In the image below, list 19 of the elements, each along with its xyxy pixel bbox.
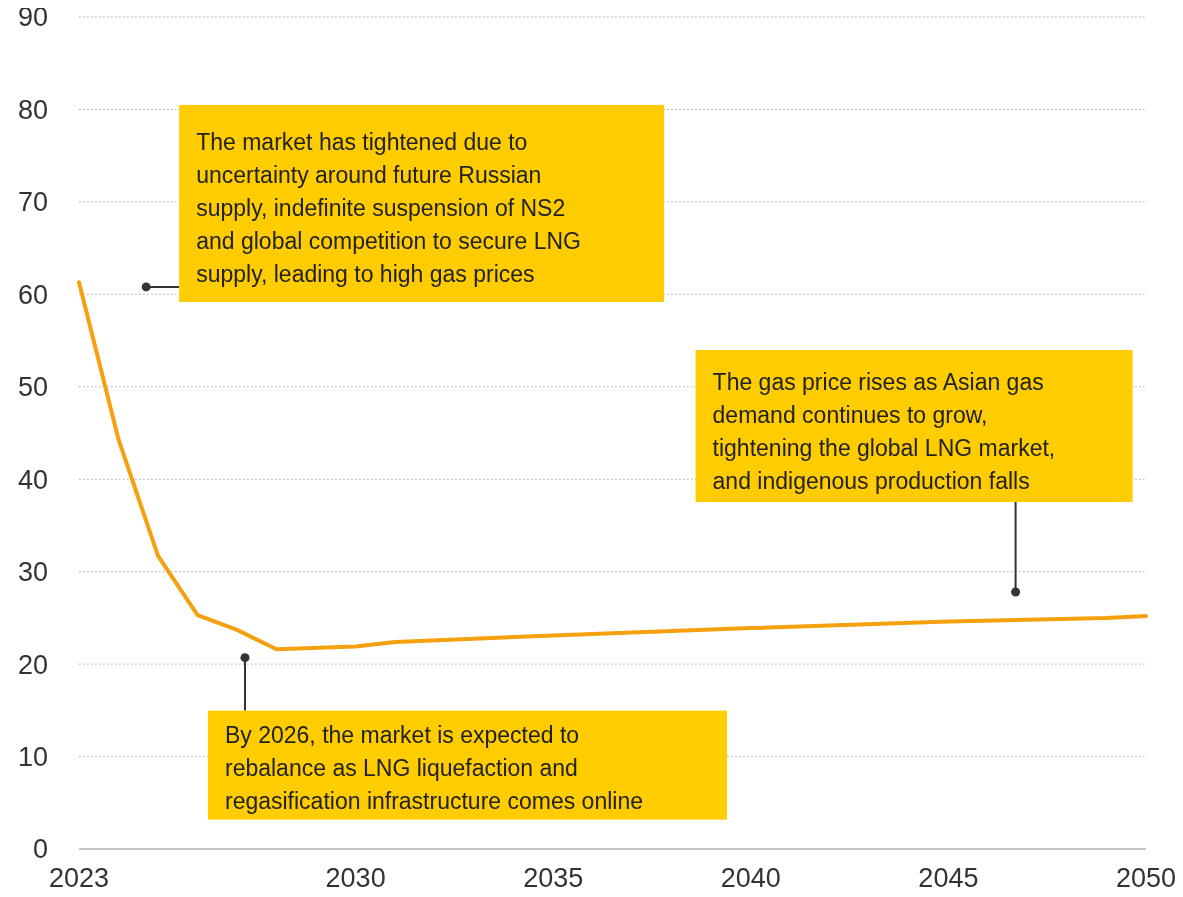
annotation: By 2026, the market is expected to rebalance as LNG liquefaction and regasification infrastructure comes online [224, 721, 644, 814]
x-tick-label: 2040 [720, 863, 781, 893]
annotation: The gas price rises as Asian gas demand continues to grow, tightening the global LNG market, and indigenous production falls [712, 369, 1056, 494]
annotation: The market has tightened due to uncertainty around future Russian supply, indefinite suspension of NS2 and global competition to secure LNG supply, leading to high gas prices [196, 128, 582, 287]
y-tick-label: 30 [17, 557, 48, 588]
x-tick-label: 2035 [523, 863, 584, 893]
y-tick-label: 0 [32, 834, 48, 865]
y-tick-label: 50 [17, 372, 48, 403]
y-tick-label: 70 [17, 187, 48, 218]
x-tick-label: 2030 [325, 863, 386, 893]
y-tick-label: 40 [17, 464, 48, 495]
x-tick-label: 2045 [918, 863, 979, 893]
y-tick-label: 20 [17, 649, 48, 680]
x-tick-label: 2050 [1115, 863, 1177, 893]
y-tick-label: 90 [17, 2, 48, 33]
x-tick-label: 2023 [48, 863, 110, 893]
y-tick-label: 80 [17, 94, 48, 125]
y-tick-label: 60 [17, 279, 48, 310]
y-tick-label: 10 [17, 742, 48, 773]
